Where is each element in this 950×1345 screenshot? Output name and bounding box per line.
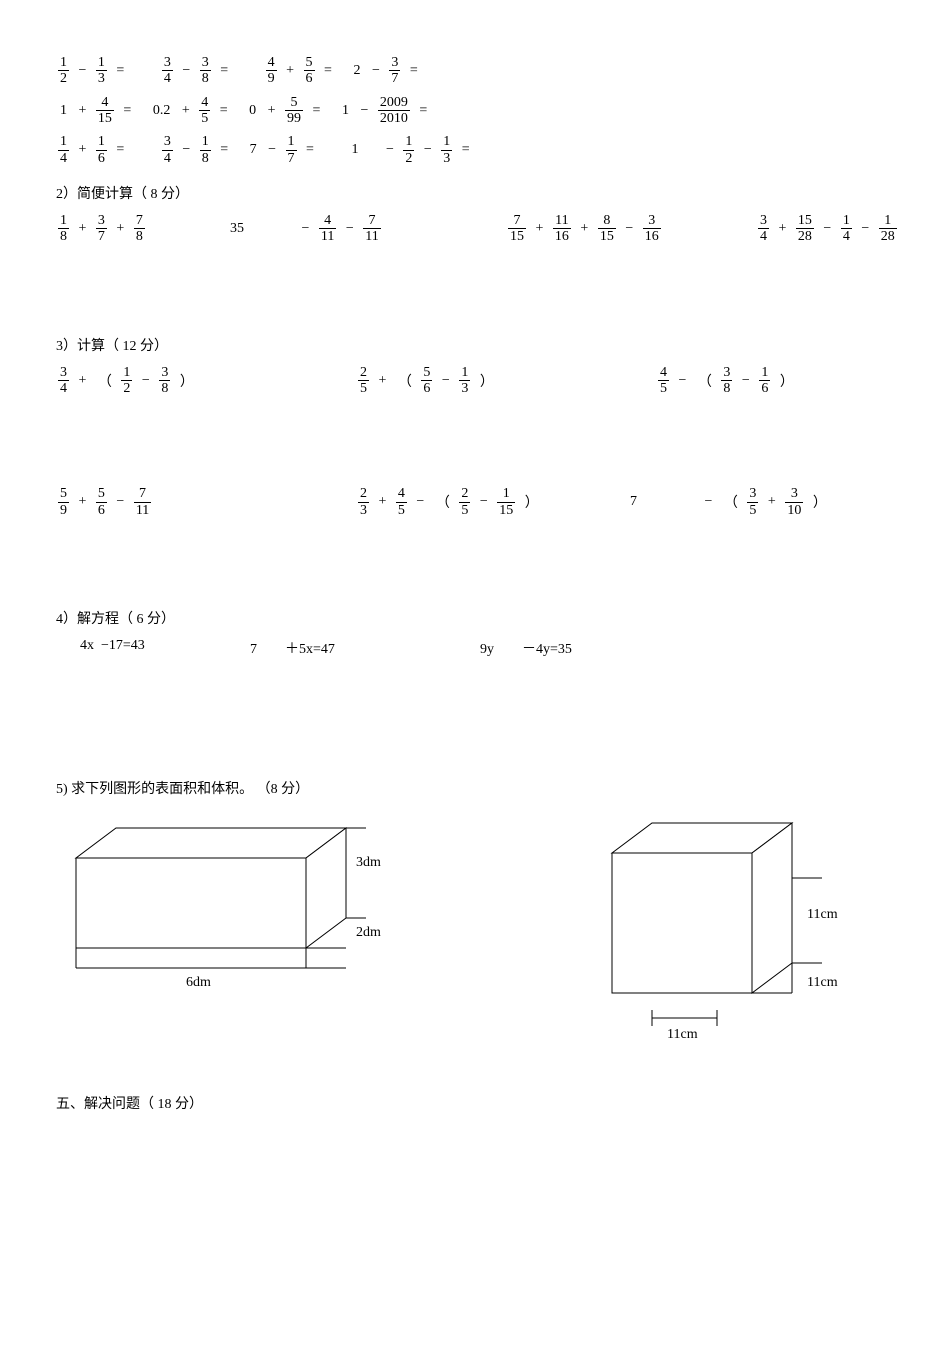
section-2-title: 2）简便计算（ 8 分） [56, 183, 902, 203]
cuboid-height-label: 2dm [356, 925, 381, 940]
cuboid-depth-label: 3dm [356, 855, 381, 870]
cube-depth-label: 11cm [807, 975, 838, 990]
shapes-row: 3dm 2dm 6dm 11cm 11cm 11cm [56, 818, 902, 1053]
arithmetic-row-2: 1 + 415 = 0.2 + 45 = 0 + 599 = 1 − 20092… [56, 94, 902, 128]
section-3-row-2: 59 + 56 − 711 23 + 45 − （ 25 − 115 ） 7 −… [56, 486, 902, 518]
arithmetic-row-1: 12 − 13 = 34 − 38 = 49 + 56 = 2 − 37 = 1… [56, 54, 902, 167]
section-4-title: 4）解方程（ 6 分） [56, 608, 902, 628]
section-4-problems: 4x −17=43 7 ＋5x=47 9y －4y=35 [56, 638, 902, 658]
section-3-title: 3）计算（ 12 分） [56, 335, 902, 355]
footer-heading: 五、解决问题（ 18 分） [56, 1093, 902, 1113]
cuboid-width-label: 6dm [186, 975, 211, 990]
cube-width-label: 11cm [667, 1027, 698, 1042]
section-3-row-1: 34 + （ 12 − 38 ） 25 + （ 56 − 13 ） 45 − （… [56, 365, 902, 397]
cube-height-label: 11cm [807, 907, 838, 922]
cuboid-figure: 3dm 2dm 6dm [56, 818, 456, 1023]
cube-figure: 11cm 11cm 11cm [582, 818, 902, 1053]
arithmetic-row-3: 14 + 16 = 34 − 18 = 7 − 17 = 1 − 12 − 13… [56, 133, 902, 167]
section-2-problems: 18 + 37 + 78 35 − 411 − 711 715 + 1116 +… [56, 213, 902, 245]
section-5-title: 5) 求下列图形的表面积和体积。 （8 分） [56, 778, 902, 798]
